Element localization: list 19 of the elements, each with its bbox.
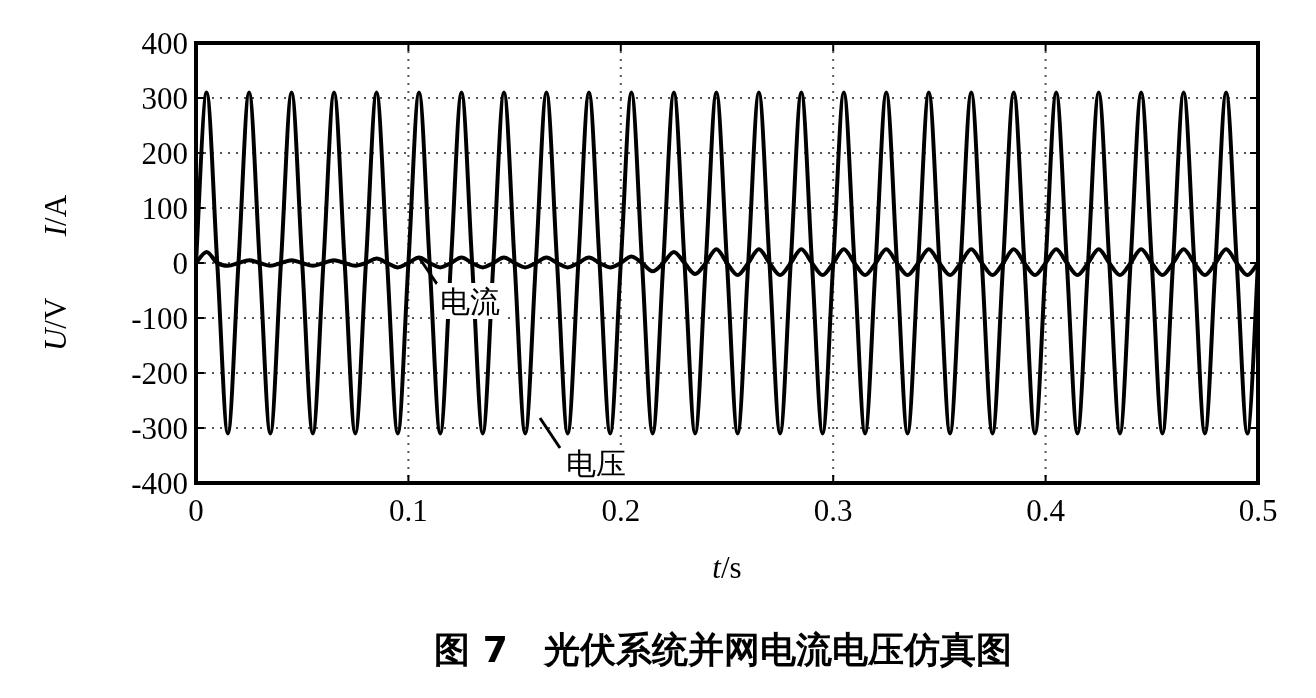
y-tick-label: -300 (131, 411, 188, 446)
y-tick-label: -200 (131, 356, 188, 391)
y-tick-label: 0 (172, 246, 188, 281)
y-tick-label: 200 (141, 136, 188, 171)
x-axis-title: t/s (712, 550, 742, 585)
x-tick-label: 0.3 (813, 493, 853, 528)
x-tick-label: 0.2 (601, 493, 641, 528)
text: 图 7 光伏系统并网电流电压仿真图 (434, 629, 1012, 670)
y-tick-label: 400 (141, 26, 188, 61)
x-tick-label: 0.5 (1238, 493, 1278, 528)
y-tick-label: 100 (141, 191, 188, 226)
x-tick-label: 0.4 (1026, 493, 1066, 528)
x-tick-label: 0.1 (389, 493, 428, 528)
y-tick-label: 300 (141, 81, 188, 116)
y-tick-label: -100 (131, 301, 188, 336)
y-tick-label: -400 (131, 466, 188, 501)
text: U/V I/A (38, 194, 73, 352)
legend-label: 电流 (440, 284, 500, 319)
legend-label: 电压 (566, 446, 626, 481)
